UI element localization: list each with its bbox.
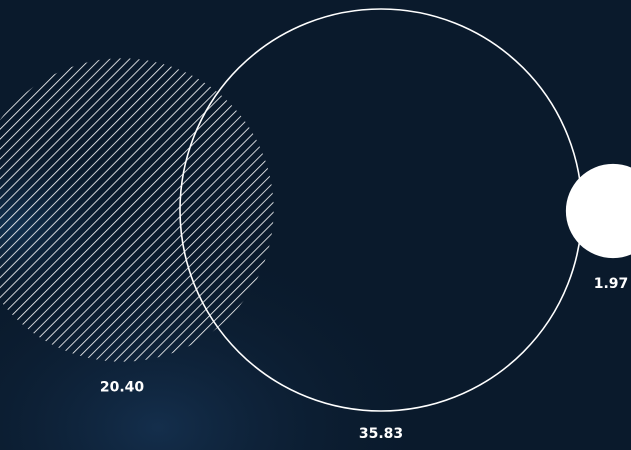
bubble-20-40 xyxy=(0,58,274,362)
data-label-20-40: 20.40 xyxy=(100,380,145,396)
data-label-1-97: 1.97 xyxy=(594,276,629,292)
data-label-35-83: 35.83 xyxy=(359,426,403,442)
bubble-1-97 xyxy=(565,163,631,259)
